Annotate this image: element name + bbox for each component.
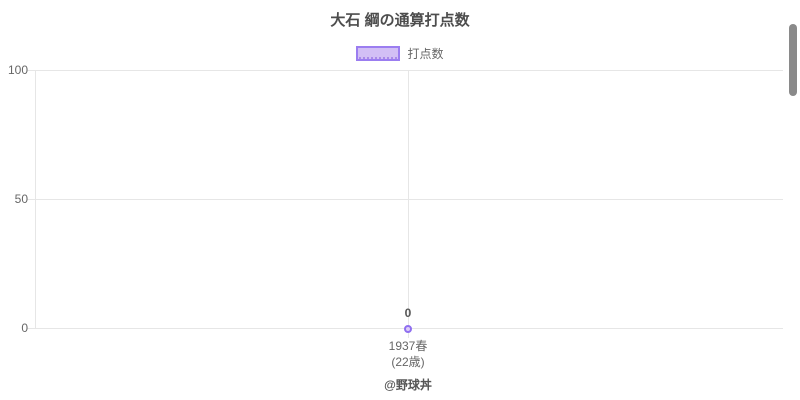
ytick-50: 50: [14, 192, 28, 206]
data-point-marker[interactable]: [404, 325, 412, 333]
legend: 打点数: [0, 44, 800, 62]
legend-swatch-dash: [359, 56, 398, 59]
chart-title: 大石 綱の通算打点数: [330, 12, 470, 29]
data-point-value-label: 0: [404, 306, 412, 320]
scrollbar-thumb[interactable]: [789, 24, 797, 96]
gridline-y-50: [27, 199, 783, 200]
xtick-season: 1937春: [388, 339, 428, 353]
gridline-x-1937: [408, 70, 409, 338]
ytick-0: 0: [21, 321, 28, 335]
legend-item[interactable]: 打点数: [356, 45, 444, 62]
y-axis-line: [35, 70, 36, 328]
legend-swatch-icon: [356, 45, 401, 61]
gridline-y-100: [27, 70, 783, 71]
footer-credit: @野球丼: [384, 378, 432, 392]
xtick-age: (22歳): [391, 355, 425, 369]
ytick-100: 100: [7, 63, 28, 77]
legend-item-label: 打点数: [407, 46, 444, 61]
